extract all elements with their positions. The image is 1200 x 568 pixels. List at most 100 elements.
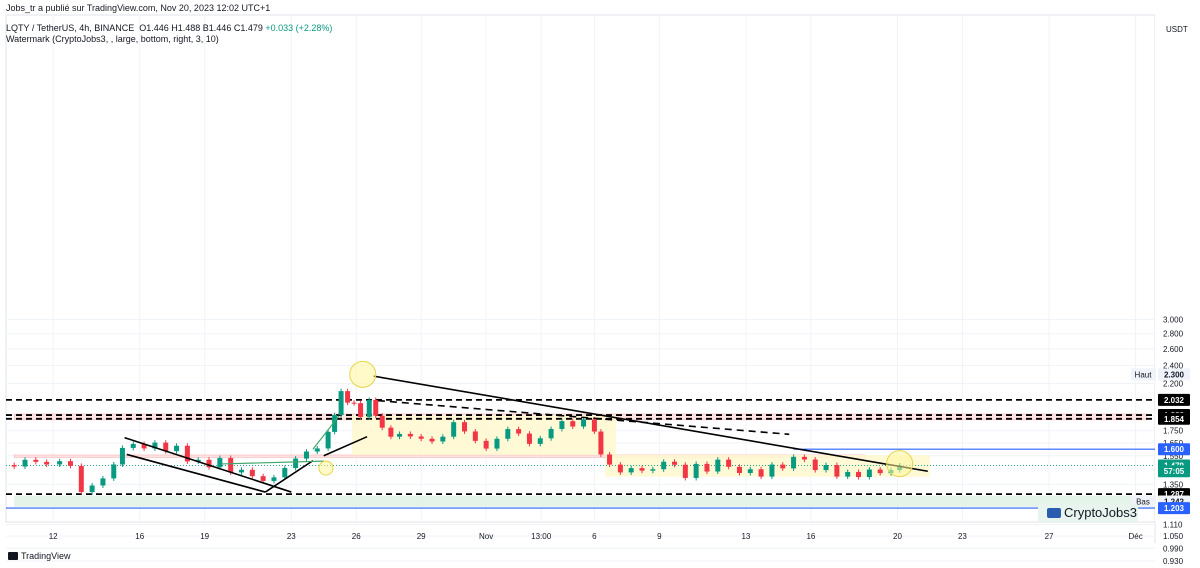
price-tag-box	[1158, 443, 1190, 456]
candle-body	[141, 443, 147, 449]
price-tag-value: 57:05	[1164, 467, 1185, 476]
tradingview-logo[interactable]: TradingView	[8, 551, 71, 561]
price-tag-value: 2.032	[1164, 396, 1185, 405]
trendline-green	[312, 415, 340, 450]
candle-body	[607, 454, 613, 465]
candle-body	[111, 464, 117, 479]
candle-body	[682, 464, 688, 478]
candle-body	[769, 464, 775, 477]
candle-body	[704, 463, 710, 472]
y-tick-label: 0.930	[1163, 557, 1184, 566]
price-tag-box	[1158, 368, 1190, 381]
ohlc-values: O1.446 H1.488 B1.446 C1.479	[139, 23, 263, 33]
time-axis: 12 16 19 23 26 29 Nov 13:00 6 9 13 16 20 23 27 Déc	[49, 532, 1143, 541]
y-tick-label: 1.750	[1163, 427, 1184, 436]
y-tick-label: 1.350	[1163, 480, 1184, 489]
price-axis-bg	[1155, 15, 1200, 522]
candle-body	[483, 440, 489, 449]
candle-body	[249, 469, 255, 477]
published-line: Jobs_tr a publié sur TradingView.com, No…	[6, 3, 271, 13]
price-tag-value: 1.600	[1164, 445, 1185, 454]
tradingview-logo-icon	[8, 552, 18, 560]
price-tag-value: 1.203	[1164, 504, 1185, 513]
candle-body	[206, 459, 212, 468]
candle-body	[617, 464, 623, 473]
candle-body	[366, 399, 372, 417]
candle-body	[726, 459, 732, 467]
indicator-line[interactable]: Watermark (CryptoJobs3, , large, bottom,…	[6, 34, 219, 44]
candle-body	[429, 438, 435, 442]
trendline-green	[222, 460, 324, 465]
price-tag-value: 1.287	[1164, 490, 1185, 499]
highlight-circle	[886, 450, 914, 478]
candle-body	[845, 471, 851, 477]
y-tick-label: 3.000	[1163, 316, 1184, 325]
candle-body	[791, 456, 797, 469]
zone-yellow	[605, 454, 930, 477]
trendline-solid	[124, 436, 292, 493]
candle-body	[758, 469, 764, 477]
candle-body	[195, 459, 201, 462]
chart-zones	[13, 413, 1147, 507]
trendline-dashed	[377, 399, 790, 436]
candle-body	[100, 478, 106, 486]
candle-body	[33, 459, 39, 462]
candle-body	[239, 469, 245, 473]
price-tag-box	[1158, 393, 1190, 406]
candle-body	[715, 459, 721, 472]
symbol-legend: LQTY / TetherUS, 4h, BINANCE O1.446 H1.4…	[6, 23, 332, 33]
x-tick-label: 27	[1045, 532, 1054, 541]
candle-body	[351, 402, 357, 404]
price-change: +0.033 (+2.28%)	[265, 23, 333, 33]
price-tag-value: 1.854	[1164, 415, 1185, 424]
price-tag-value: 2.300	[1164, 370, 1185, 379]
candle-body	[338, 391, 344, 416]
price-unit-label: USDT	[1166, 25, 1188, 34]
x-tick-label: Nov	[479, 532, 493, 541]
candle-body	[812, 459, 818, 471]
candle-body	[672, 461, 678, 465]
candle-body	[332, 415, 338, 432]
candle-body	[866, 469, 872, 478]
candle-body	[130, 443, 136, 448]
trendline-solid	[126, 453, 266, 493]
candle-body	[462, 422, 467, 432]
candle-body	[494, 438, 500, 449]
candle-body	[78, 465, 84, 493]
price-tag-value: 1.242	[1164, 497, 1185, 506]
x-tick-label: 6	[592, 532, 597, 541]
x-tick-label: 20	[893, 532, 902, 541]
candle-body	[598, 431, 604, 455]
watermark-text: CryptoJobs3	[1064, 505, 1137, 520]
highlight-circle	[349, 360, 377, 388]
candle-body	[119, 447, 125, 465]
candle-body	[548, 428, 554, 439]
candle-body	[736, 466, 742, 473]
candle-body	[693, 463, 699, 478]
candle-body	[505, 429, 511, 439]
candle-body	[314, 448, 320, 452]
y-tick-label: 2.800	[1163, 330, 1184, 339]
price-tag-name-box	[1131, 368, 1156, 381]
candle-body	[650, 469, 656, 471]
x-tick-label: 9	[657, 532, 662, 541]
candle-body	[163, 442, 169, 452]
y-tick-label: 0.990	[1163, 544, 1184, 553]
candle-body	[407, 433, 413, 437]
x-tick-label: 16	[806, 532, 815, 541]
chart-grid	[5, 14, 1156, 562]
x-tick-label: 12	[49, 532, 58, 541]
candles	[11, 388, 903, 495]
price-tag-box	[1158, 465, 1190, 478]
price-tag-name: Haut	[1135, 370, 1153, 379]
trendline-solid	[323, 435, 368, 457]
x-tick-label: 23	[287, 532, 296, 541]
y-tick-label: 1.550	[1163, 452, 1184, 461]
trendlines	[124, 375, 928, 493]
candle-body	[440, 436, 446, 442]
price-tag-box	[1158, 502, 1190, 515]
candle-body	[217, 458, 223, 468]
x-tick-label: 13:00	[531, 532, 552, 541]
zone-green	[14, 495, 1147, 507]
